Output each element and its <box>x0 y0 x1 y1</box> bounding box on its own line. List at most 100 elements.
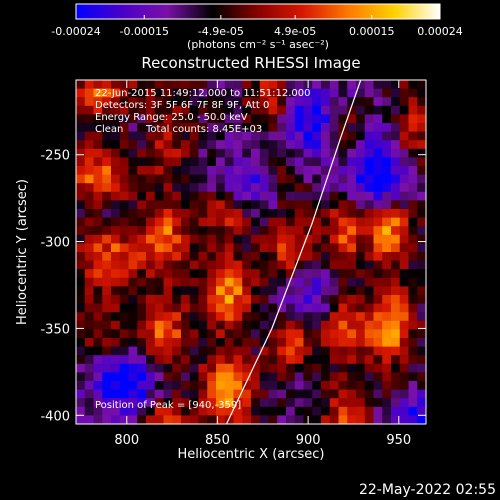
heatmap-cell <box>76 320 86 330</box>
heatmap-cell <box>356 398 366 408</box>
heatmap-cell <box>399 200 410 210</box>
heatmap-cell <box>259 174 270 184</box>
heatmap-cell <box>408 105 418 115</box>
heatmap-cell <box>294 226 305 236</box>
heatmap-cell <box>286 243 296 253</box>
heatmap-cell <box>137 260 147 270</box>
heatmap-cell <box>163 346 173 356</box>
heatmap-cell <box>111 286 121 296</box>
heatmap-cell <box>93 183 103 193</box>
heatmap-cell <box>154 338 165 348</box>
heatmap-cell <box>364 183 375 193</box>
heatmap-cell <box>181 131 191 141</box>
heatmap-cell <box>373 415 383 424</box>
heatmap-cell <box>259 303 270 313</box>
heatmap-cell <box>268 148 278 158</box>
heatmap-cell <box>128 363 138 373</box>
heatmap-cell <box>111 363 121 373</box>
heatmap-cell <box>364 406 375 416</box>
heatmap-cell <box>233 148 243 158</box>
heatmap-cell <box>364 295 375 305</box>
heatmap-cell <box>146 260 156 270</box>
heatmap-cell <box>146 97 156 107</box>
heatmap-cell <box>198 217 208 227</box>
heatmap-cell <box>198 243 208 253</box>
heatmap-cell <box>347 234 357 244</box>
heatmap-cell <box>84 166 95 176</box>
heatmap-cell <box>356 415 366 424</box>
heatmap-cell <box>189 88 200 98</box>
heatmap-cell <box>207 105 217 115</box>
y-tick-label: -250 <box>40 149 70 164</box>
heatmap-cell <box>172 303 182 313</box>
heatmap-cell <box>303 338 313 348</box>
heatmap-cell <box>119 415 130 424</box>
heatmap-cell <box>163 105 173 115</box>
heatmap-cell <box>303 157 313 167</box>
heatmap-cell <box>224 372 235 382</box>
heatmap-cell <box>373 303 383 313</box>
heatmap-cell <box>119 329 130 339</box>
heatmap-cell <box>294 114 305 124</box>
heatmap-cell <box>154 269 165 279</box>
heatmap-cell <box>364 140 375 150</box>
heatmap-cell <box>347 338 357 348</box>
heatmap-cell <box>277 148 287 158</box>
heatmap-cell <box>391 80 401 90</box>
heatmap-cell <box>216 406 226 416</box>
heatmap-cell <box>146 252 156 262</box>
heatmap-cell <box>216 372 226 382</box>
heatmap-cell <box>242 372 252 382</box>
heatmap-cell <box>76 191 86 201</box>
heatmap-cell <box>338 286 348 296</box>
heatmap-cell <box>312 140 322 150</box>
heatmap-cell <box>312 295 322 305</box>
heatmap-cell <box>163 114 173 124</box>
heatmap-cell <box>137 105 147 115</box>
heatmap-cell <box>146 191 156 201</box>
heatmap-cell <box>163 183 173 193</box>
heatmap-cell <box>233 191 243 201</box>
heatmap-cell <box>356 363 366 373</box>
heatmap-cell <box>198 286 208 296</box>
heatmap-cell <box>119 234 130 244</box>
heatmap-cell <box>408 286 418 296</box>
heatmap-cell <box>128 243 138 253</box>
heatmap-cell <box>356 114 366 124</box>
heatmap-cell <box>172 157 182 167</box>
heatmap-cell <box>216 252 226 262</box>
heatmap-cell <box>102 114 112 124</box>
heatmap-cell <box>102 123 112 133</box>
heatmap-cell <box>119 269 130 279</box>
heatmap-cell <box>338 295 348 305</box>
heatmap-cell <box>119 200 130 210</box>
heatmap-cell <box>312 320 322 330</box>
y-tick-label: -400 <box>40 409 70 424</box>
heatmap-cell <box>312 406 322 416</box>
heatmap-cell <box>84 200 95 210</box>
heatmap-cell <box>189 157 200 167</box>
heatmap-cell <box>251 286 261 296</box>
heatmap-cell <box>391 234 401 244</box>
heatmap-cell <box>312 157 322 167</box>
heatmap-cell <box>347 406 357 416</box>
heatmap-cell <box>93 157 103 167</box>
heatmap-cell <box>163 363 173 373</box>
heatmap-cell <box>259 338 270 348</box>
heatmap-cell <box>233 174 243 184</box>
heatmap-cell <box>233 183 243 193</box>
heatmap-cell <box>163 415 173 424</box>
heatmap-cell <box>268 406 278 416</box>
heatmap-cell <box>216 217 226 227</box>
heatmap-cell <box>277 346 287 356</box>
heatmap-cell <box>259 252 270 262</box>
heatmap-cell <box>391 97 401 107</box>
heatmap-cell <box>391 157 401 167</box>
heatmap-cell <box>268 269 278 279</box>
heatmap-cell <box>286 183 296 193</box>
heatmap-cell <box>347 363 357 373</box>
heatmap-cell <box>111 243 121 253</box>
heatmap-cell <box>277 217 287 227</box>
heatmap-cell <box>93 355 103 365</box>
heatmap-cell <box>128 88 138 98</box>
